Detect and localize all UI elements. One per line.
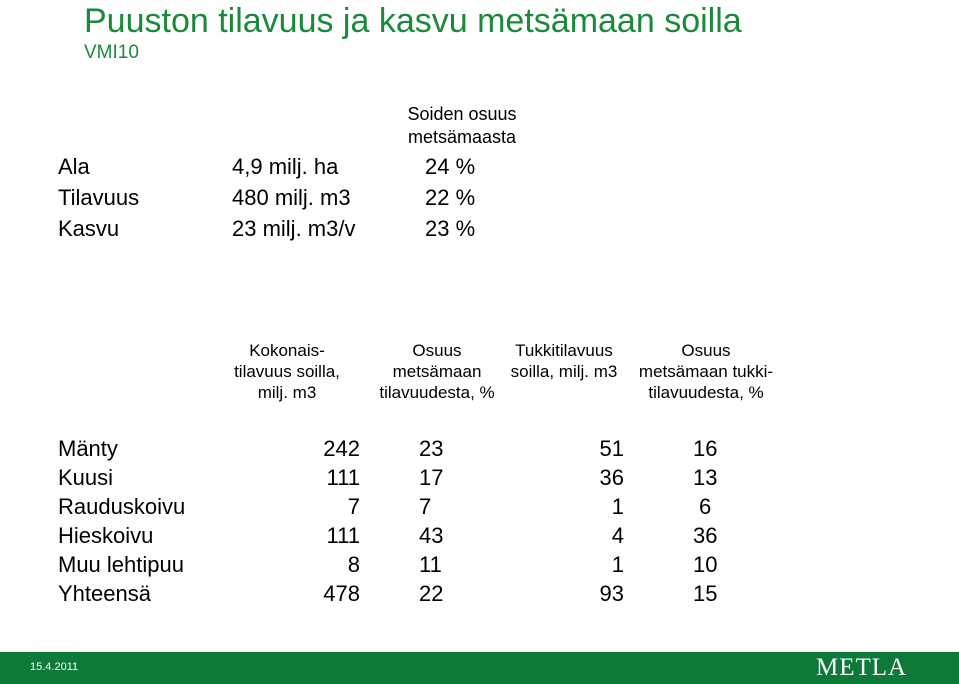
summary-label-kasvu: Kasvu (58, 216, 120, 241)
column-header-total-volume: Kokonais- tilavuus soilla, milj. m3 (207, 340, 367, 403)
header-line: soilla, milj. m3 (510, 362, 618, 381)
table-row: Hieskoivu 111 43 4 36 (0, 523, 959, 552)
summary-header-line2: metsämaasta (407, 127, 517, 147)
log-share: 15 (693, 581, 718, 606)
column-header-log-volume: Tukkitilavuus soilla, milj. m3 (494, 340, 634, 382)
total-volume: 111 (326, 523, 360, 548)
volume-share: 23 (419, 436, 444, 461)
header-line: metsämaan (392, 362, 482, 381)
species-name: Mänty (58, 436, 118, 461)
summary-value-tilavuus: 480 milj. m3 (232, 185, 351, 210)
log-volume: 93 (599, 581, 624, 606)
metla-logo: METLA (816, 654, 908, 681)
volume-share: 22 (419, 581, 444, 606)
header-line: tilavuus soilla, (234, 362, 340, 381)
species-name: Hieskoivu (58, 523, 154, 548)
log-share: 13 (693, 465, 718, 490)
footer-date: 15.4.2011 (30, 661, 79, 673)
summary-value-kasvu: 23 milj. m3/v (232, 216, 356, 241)
header-line: tilavuudesta, % (648, 383, 764, 402)
log-share: 16 (693, 436, 718, 461)
total-volume: 111 (326, 465, 360, 490)
header-line: Kokonais- (249, 341, 325, 360)
summary-value-ala: 4,9 milj. ha (232, 154, 339, 179)
species-name: Yhteensä (58, 581, 151, 606)
volume-share: 17 (419, 465, 444, 490)
species-name: Kuusi (58, 465, 114, 490)
species-name: Muu lehtipuu (58, 552, 184, 577)
log-volume: 51 (599, 436, 624, 461)
log-share: 6 (699, 494, 712, 519)
log-share: 10 (693, 552, 718, 577)
volume-share: 11 (419, 552, 442, 577)
total-volume: 242 (323, 436, 360, 461)
log-volume: 36 (599, 465, 624, 490)
log-volume: 1 (611, 552, 624, 577)
summary-label-tilavuus: Tilavuus (58, 185, 140, 210)
volume-share: 7 (419, 494, 432, 519)
column-header-volume-share: Osuus metsämaan tilavuudesta, % (357, 340, 517, 403)
table-row: Muu lehtipuu 8 11 1 10 (0, 552, 959, 581)
header-line: metsämaan tukki- (638, 362, 774, 381)
total-volume: 478 (323, 581, 360, 606)
page-subtitle: VMI10 (84, 42, 139, 63)
volume-share: 43 (419, 523, 444, 548)
header-line: tilavuudesta, % (379, 383, 495, 402)
table-row: Yhteensä 478 22 93 15 (0, 581, 959, 610)
log-volume: 4 (611, 523, 624, 548)
summary-share-kasvu: 23 % (425, 216, 476, 241)
log-volume: 1 (611, 494, 624, 519)
summary-share-ala: 24 % (425, 154, 476, 179)
summary-header: Soiden osuus metsämaasta (362, 103, 562, 149)
total-volume: 8 (347, 552, 360, 577)
summary-label-ala: Ala (58, 154, 90, 179)
header-line: Osuus (681, 341, 731, 360)
footer-bar: 15.4.2011 METLA (0, 652, 959, 684)
header-line: Osuus (412, 341, 462, 360)
species-name: Rauduskoivu (58, 494, 186, 519)
total-volume: 7 (347, 494, 360, 519)
log-share: 36 (693, 523, 718, 548)
header-line: Tukkitilavuus (515, 341, 613, 360)
summary-header-line1: Soiden osuus (407, 104, 517, 124)
table-row: Mänty 242 23 51 16 (0, 436, 959, 465)
table-row: Kuusi 111 17 36 13 (0, 465, 959, 494)
table-row: Rauduskoivu 7 7 1 6 (0, 494, 959, 523)
summary-share-tilavuus: 22 % (425, 185, 476, 210)
column-header-log-share: Osuus metsämaan tukki- tilavuudesta, % (626, 340, 786, 403)
page-title: Puuston tilavuus ja kasvu metsämaan soil… (84, 2, 742, 40)
header-line: milj. m3 (257, 383, 317, 402)
